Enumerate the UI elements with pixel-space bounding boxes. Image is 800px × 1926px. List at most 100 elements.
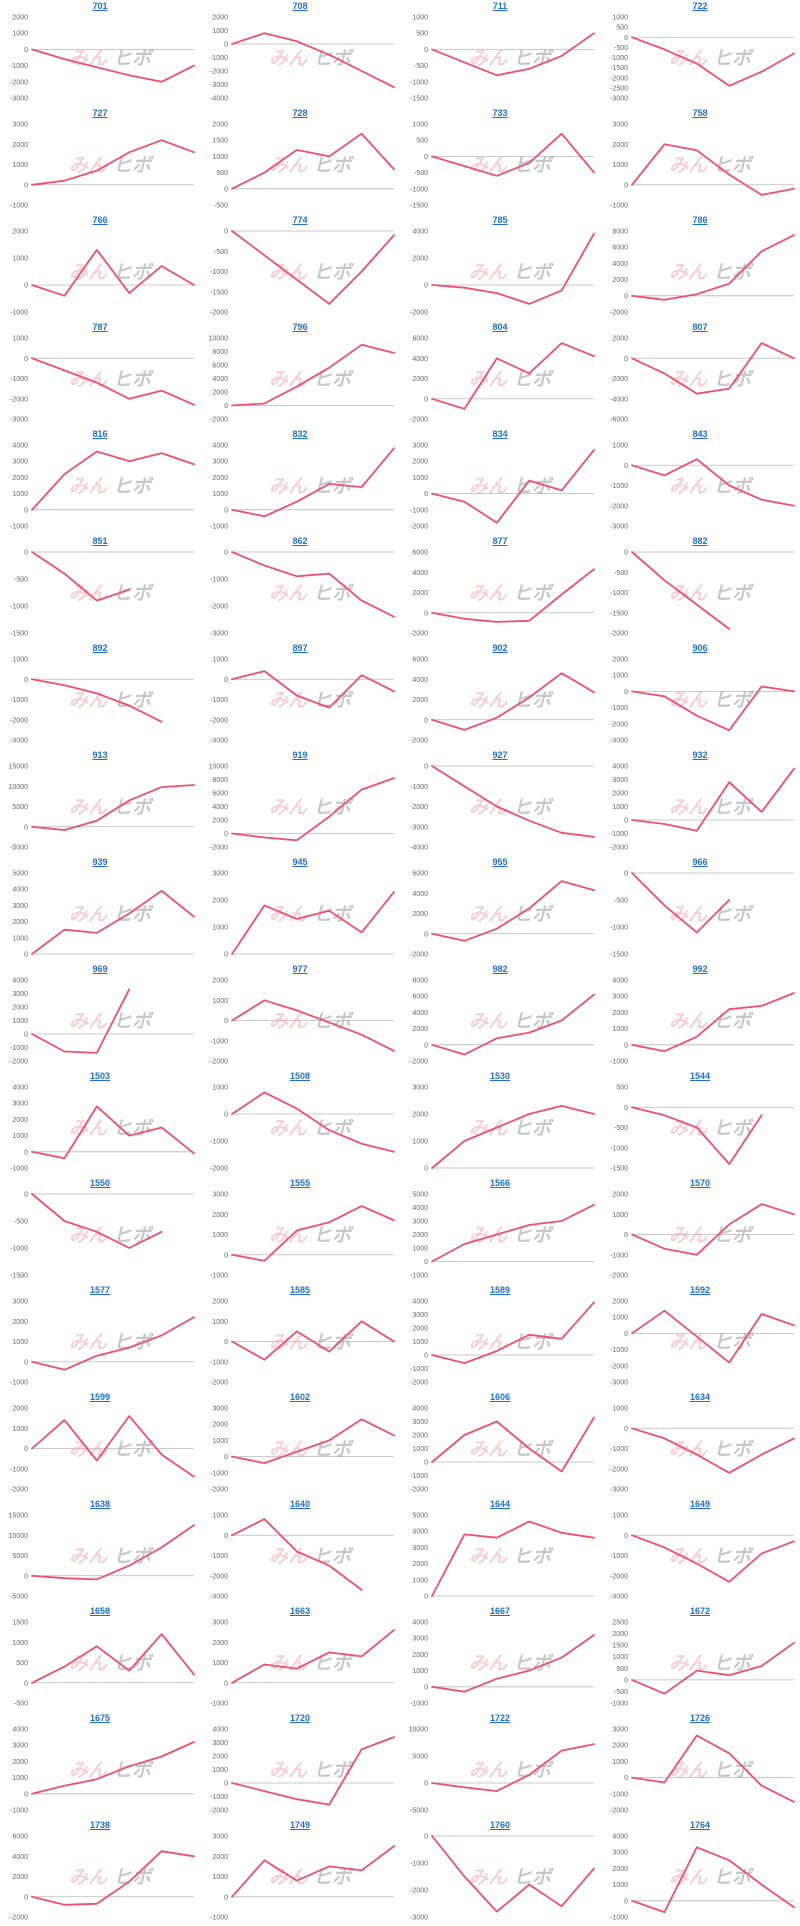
chart-title-link[interactable]: 1606 [489,1392,511,1402]
chart-title-link[interactable]: 955 [492,857,508,867]
chart-title-link[interactable]: 1592 [689,1285,711,1295]
chart-title-link[interactable]: 1638 [89,1499,111,1509]
y-tick-label: 500 [416,138,428,145]
chart-title-link[interactable]: 1649 [689,1499,711,1509]
chart-title-link[interactable]: 1602 [289,1392,311,1402]
chart-title-link[interactable]: 851 [92,536,108,546]
chart-title-link[interactable]: 796 [292,322,308,332]
chart-cell-786: 786 8000 6000 4000 2000 0 -2000 みん ヒボ [600,214,800,321]
chart-title-link[interactable]: 1555 [289,1178,311,1188]
chart-title-link[interactable]: 1550 [89,1178,111,1188]
chart-title-link[interactable]: 1566 [489,1178,511,1188]
chart-title-link[interactable]: 733 [492,108,508,118]
watermark-logo-part1: みん [469,1440,508,1461]
chart-title-link[interactable]: 1599 [89,1392,111,1402]
chart-title-link[interactable]: 832 [292,429,308,439]
chart-title-link[interactable]: 939 [92,857,108,867]
chart-title-link[interactable]: 913 [92,750,108,760]
watermark-logo-part1: みん [469,1761,508,1782]
chart-title-link[interactable]: 1589 [489,1285,511,1295]
y-tick-label: -2000 [210,604,228,611]
chart-title-link[interactable]: 1722 [489,1713,511,1723]
y-tick-label: 0 [224,1533,228,1540]
series-line [31,1316,195,1371]
chart-title-link[interactable]: 1634 [689,1392,711,1402]
watermark-logo-part2: ヒボ [313,1118,354,1140]
series-line [31,1105,195,1160]
chart-title-link[interactable]: 816 [92,429,108,439]
chart-title-link[interactable]: 711 [492,1,508,11]
chart-title-link[interactable]: 1720 [289,1713,311,1723]
y-tick-label: 1500 [212,138,228,145]
chart-title-link[interactable]: 1672 [689,1606,711,1616]
chart-title-link[interactable]: 977 [292,964,308,974]
chart-title-link[interactable]: 982 [492,964,508,974]
watermark-logo-part2: ヒボ [513,1011,554,1033]
chart-title-link[interactable]: 892 [92,643,108,653]
y-tick-label: 0 [624,1677,628,1684]
watermark-logo-part2: ヒボ [713,690,754,712]
chart-title-link[interactable]: 1640 [289,1499,311,1509]
chart-title-link[interactable]: 843 [692,429,708,439]
chart-title-link[interactable]: 722 [692,1,708,11]
chart-title-link[interactable]: 1530 [489,1071,511,1081]
chart-title-link[interactable]: 766 [92,215,108,225]
chart-title-link[interactable]: 945 [292,857,308,867]
y-tick-label: 0 [624,1898,628,1905]
chart-title-link[interactable]: 877 [492,536,508,546]
chart-title-link[interactable]: 1644 [489,1499,511,1509]
chart-title-link[interactable]: 932 [692,750,708,760]
chart-title-link[interactable]: 919 [292,750,308,760]
chart-title-link[interactable]: 1585 [289,1285,311,1295]
chart-title-link[interactable]: 966 [692,857,708,867]
chart-title-link[interactable]: 708 [292,1,308,11]
y-tick-label: 2000 [612,336,628,343]
chart-title-link[interactable]: 1577 [89,1285,111,1295]
chart-title-link[interactable]: 969 [92,964,108,974]
line-chart: 2000 1000 0 -1000 みん ヒボ [10,229,195,317]
chart-title-link[interactable]: 804 [492,322,508,332]
chart-title-link[interactable]: 807 [692,322,708,332]
y-tick-label: 0 [24,1446,28,1453]
chart-title-link[interactable]: 906 [692,643,708,653]
chart-title-link[interactable]: 1760 [489,1820,511,1830]
chart-title-link[interactable]: 1663 [289,1606,311,1616]
chart-title-link[interactable]: 1544 [689,1071,711,1081]
chart-title-link[interactable]: 882 [692,536,708,546]
y-tick-label: 1000 [12,1018,28,1025]
chart-title-link[interactable]: 1749 [289,1820,311,1830]
chart-title-link[interactable]: 785 [492,215,508,225]
watermark-logo-part2: ヒボ [713,1332,754,1354]
chart-cell-1570: 1570 2000 1000 0 -1000 -2000 みん ヒボ [600,1177,800,1284]
chart-title-link[interactable]: 1738 [89,1820,111,1830]
chart-title-link[interactable]: 902 [492,643,508,653]
chart-title-link[interactable]: 1764 [689,1820,711,1830]
chart-title-link[interactable]: 774 [292,215,308,225]
line-chart: 10000 8000 6000 4000 2000 0 -2000 みん ヒボ [209,336,395,424]
chart-title-link[interactable]: 1570 [689,1178,711,1188]
chart-title-link[interactable]: 834 [492,429,508,439]
chart-title-link[interactable]: 1503 [89,1071,111,1081]
chart-title-link[interactable]: 701 [92,1,108,11]
y-tick-label: 0 [624,1042,628,1049]
chart-title-link[interactable]: 1726 [689,1713,711,1723]
chart-title-link[interactable]: 758 [692,108,708,118]
chart-title-link[interactable]: 862 [292,536,308,546]
watermark-logo-part1: みん [669,477,708,498]
series-line [631,1734,795,1803]
chart-title-link[interactable]: 1667 [489,1606,511,1616]
chart-title-link[interactable]: 786 [692,215,708,225]
chart-title-link[interactable]: 897 [292,643,308,653]
chart-title-link[interactable]: 1508 [289,1071,311,1081]
chart-title-link[interactable]: 927 [492,750,508,760]
y-tick-label: 4000 [212,376,228,383]
chart-title-link[interactable]: 787 [92,322,108,332]
series-line [631,234,795,301]
chart-title-link[interactable]: 727 [92,108,108,118]
chart-title-link[interactable]: 728 [292,108,308,118]
chart-title-link[interactable]: 1658 [89,1606,111,1616]
watermark-logo-part1: みん [69,1012,108,1033]
y-tick-label: 5000 [12,871,28,878]
chart-title-link[interactable]: 1675 [89,1713,111,1723]
chart-title-link[interactable]: 992 [692,964,708,974]
